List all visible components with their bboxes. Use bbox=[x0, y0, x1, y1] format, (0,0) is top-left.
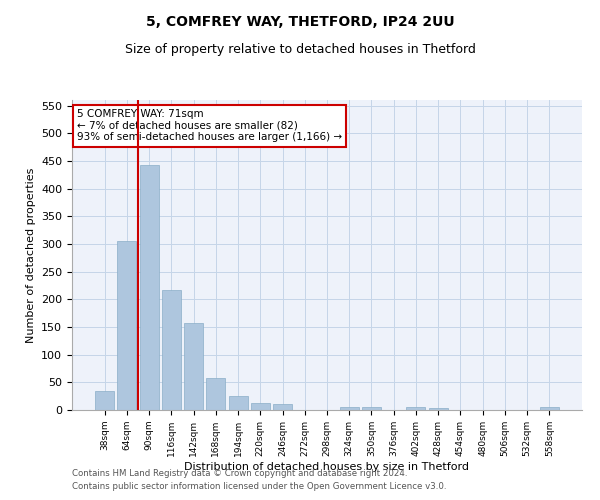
Bar bbox=[273, 404, 292, 410]
Bar bbox=[206, 378, 225, 410]
Text: Contains public sector information licensed under the Open Government Licence v3: Contains public sector information licen… bbox=[72, 482, 446, 491]
Y-axis label: Number of detached properties: Number of detached properties bbox=[26, 168, 35, 342]
Bar bbox=[406, 407, 425, 410]
Text: Size of property relative to detached houses in Thetford: Size of property relative to detached ho… bbox=[125, 42, 475, 56]
Text: 5 COMFREY WAY: 71sqm
← 7% of detached houses are smaller (82)
93% of semi-detach: 5 COMFREY WAY: 71sqm ← 7% of detached ho… bbox=[77, 110, 342, 142]
Text: 5, COMFREY WAY, THETFORD, IP24 2UU: 5, COMFREY WAY, THETFORD, IP24 2UU bbox=[146, 15, 454, 29]
Bar bbox=[118, 241, 136, 410]
Bar bbox=[162, 290, 181, 410]
Bar bbox=[362, 407, 381, 410]
X-axis label: Distribution of detached houses by size in Thetford: Distribution of detached houses by size … bbox=[185, 462, 470, 471]
Bar bbox=[184, 323, 203, 410]
Bar bbox=[229, 396, 248, 410]
Bar bbox=[429, 408, 448, 410]
Bar bbox=[251, 404, 270, 410]
Bar bbox=[340, 407, 359, 410]
Bar bbox=[140, 165, 158, 410]
Bar bbox=[95, 390, 114, 410]
Text: Contains HM Land Registry data © Crown copyright and database right 2024.: Contains HM Land Registry data © Crown c… bbox=[72, 468, 407, 477]
Bar bbox=[540, 407, 559, 410]
